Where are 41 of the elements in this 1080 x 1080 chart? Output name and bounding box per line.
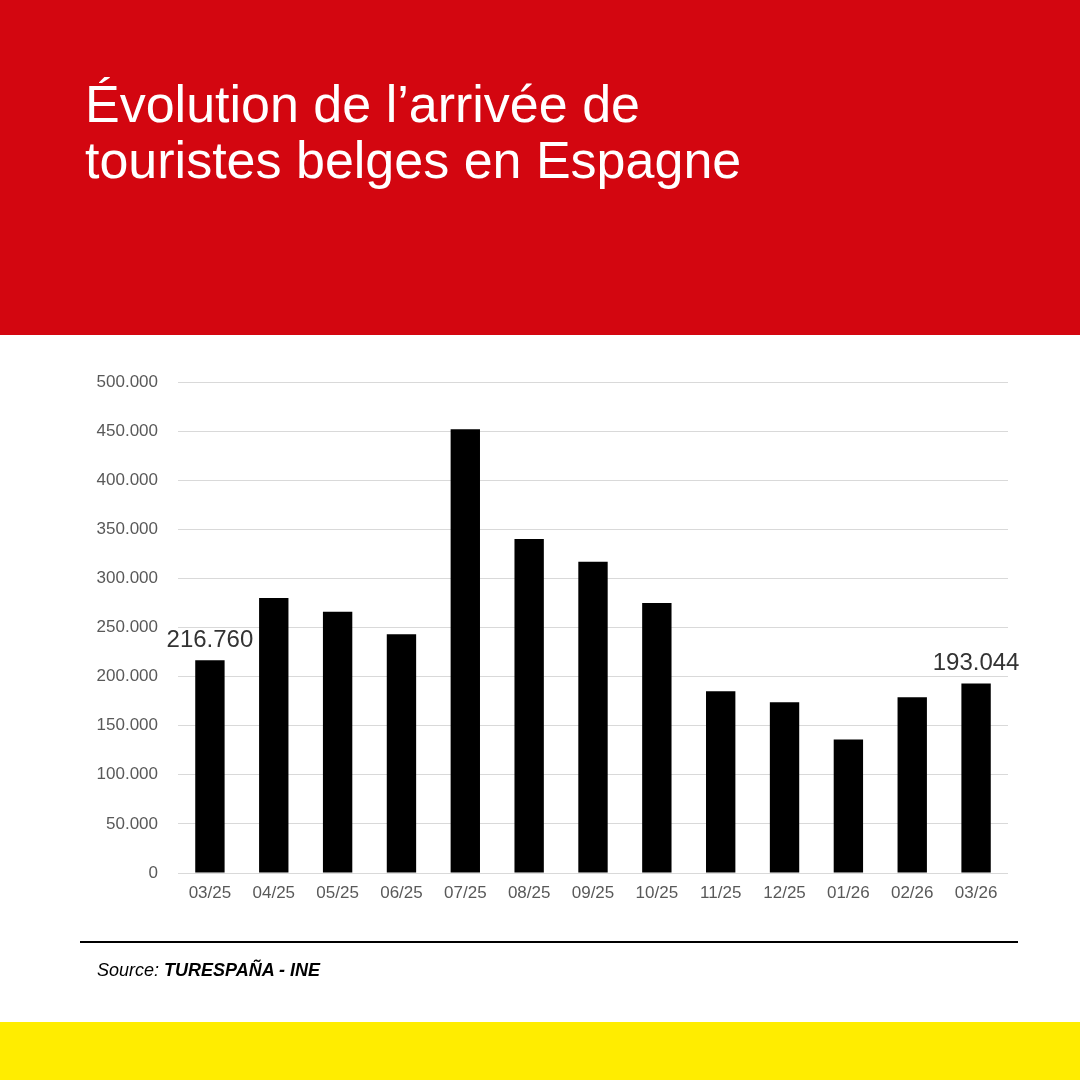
x-tick-label: 02/26 [890, 882, 934, 902]
bar [322, 611, 353, 873]
y-tick-label: 400.000 [96, 469, 158, 489]
y-tick-label: 500.000 [96, 371, 158, 391]
y-tick-label: 100.000 [96, 764, 158, 784]
bar [897, 697, 927, 873]
x-tick-label: 03/25 [188, 882, 232, 902]
bar [961, 683, 991, 873]
x-tick-label: 03/26 [954, 882, 998, 902]
bar [514, 539, 544, 873]
x-tick-label: 07/25 [444, 882, 487, 902]
y-tick-label: 50.000 [106, 813, 158, 833]
bar [259, 598, 289, 873]
bar [833, 739, 864, 873]
bar [195, 660, 225, 873]
y-tick-label: 300.000 [96, 568, 158, 588]
y-tick-label: 250.000 [96, 617, 158, 637]
y-tick-label: 450.000 [96, 420, 158, 440]
bar [642, 602, 672, 873]
data-label: 216.760 [166, 624, 254, 652]
chart-title: Évolution de l’arrivée de touristes belges en Espagne [85, 75, 743, 189]
x-tick-label: 05/25 [316, 882, 359, 902]
y-tick-label: 200.000 [96, 666, 158, 686]
x-tick-label: 08/25 [507, 882, 551, 902]
x-tick-label: 01/26 [827, 882, 870, 902]
y-tick-label: 350.000 [96, 518, 158, 538]
data-label: 193.044 [932, 648, 1020, 676]
source-note: Source: TURESPAÑA - INE [97, 960, 321, 981]
y-tick-label: 0 [148, 862, 158, 882]
x-tick-label: 12/25 [763, 882, 806, 902]
bar [578, 561, 608, 873]
x-tick-label: 11/25 [700, 882, 742, 902]
x-tick-label: 09/25 [571, 882, 615, 902]
bar [386, 634, 417, 873]
x-tick-label: 04/25 [252, 882, 296, 902]
bar [450, 429, 480, 873]
bar [706, 691, 736, 873]
x-tick-label: 10/25 [635, 882, 679, 902]
x-tick-label: 06/25 [380, 882, 423, 902]
bar [769, 702, 800, 873]
y-tick-label: 150.000 [96, 715, 158, 735]
